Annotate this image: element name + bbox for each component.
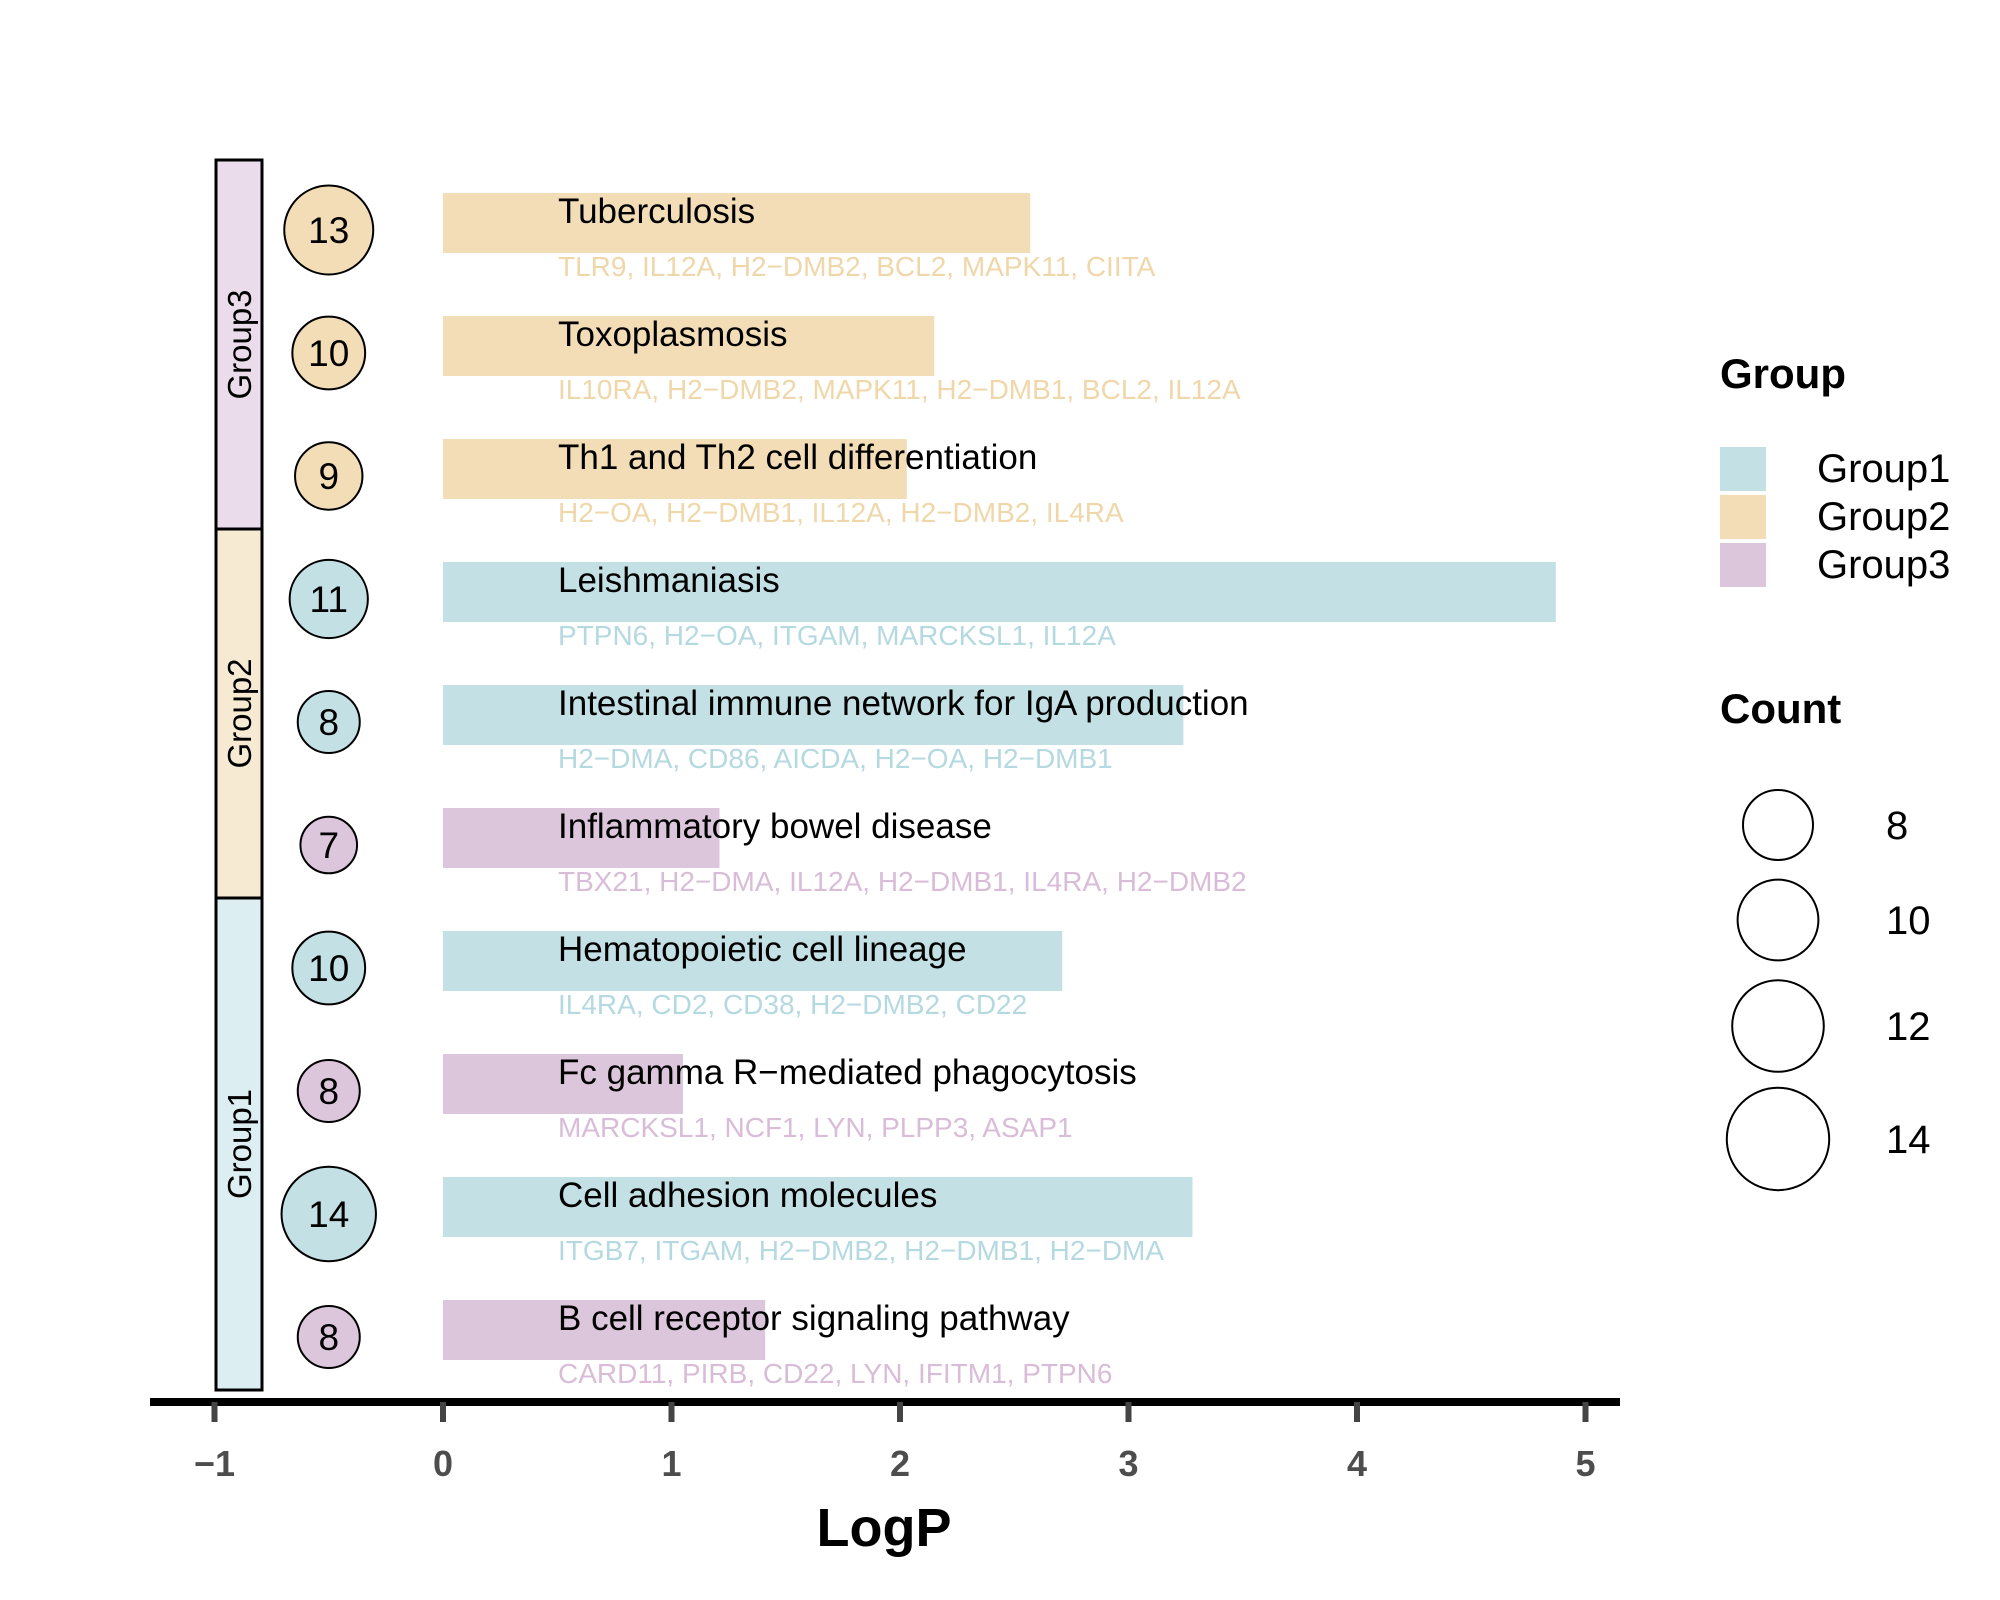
group-strip — [214, 158, 264, 531]
legend-group-label: Group2 — [1817, 495, 1950, 539]
count-bubble — [299, 815, 359, 875]
x-axis: −1 0 1 2 3 4 5 — [150, 1398, 1620, 1484]
count-bubble — [296, 1305, 361, 1369]
term-label: B cell receptor signaling pathway — [558, 1299, 1070, 1338]
gene-list: IL10RA, H2−DMB2, MAPK11, H2−DMB1, BCL2, … — [558, 374, 1241, 405]
count-bubble — [288, 558, 369, 640]
x-tick-label: 3 — [1118, 1443, 1138, 1484]
bar — [443, 439, 907, 499]
bar — [443, 1177, 1193, 1237]
gene-list: PTPN6, H2−OA, ITGAM, MARCKSL1, IL12A — [558, 620, 1116, 651]
bar — [443, 1300, 766, 1360]
legend-group-label: Group1 — [1817, 447, 1950, 491]
bars — [443, 193, 1556, 1360]
bar — [443, 193, 1031, 253]
count-bubble-label: 11 — [310, 579, 348, 620]
count-bubbles: 13 10 9 11 8 7 10 8 14 8 — [280, 184, 377, 1369]
x-tick-label: 2 — [890, 1443, 910, 1484]
group-strip — [214, 527, 264, 900]
group-strip-label: Group2 — [221, 658, 258, 768]
x-tick-label: −1 — [194, 1443, 235, 1484]
legend-group-label: Group3 — [1817, 543, 1950, 587]
count-bubble-label: 8 — [318, 1317, 339, 1358]
gene-list: ITGB7, ITGAM, H2−DMB2, H2−DMB1, H2−DMA — [558, 1235, 1164, 1266]
bar — [443, 1054, 683, 1114]
bar — [443, 931, 1063, 991]
count-bubble-label: 7 — [318, 825, 339, 866]
term-label: Tuberculosis — [558, 192, 755, 231]
term-label: Fc gamma R−mediated phagocytosis — [558, 1053, 1137, 1092]
term-label: Toxoplasmosis — [558, 315, 788, 354]
x-axis-title: LogP — [817, 1498, 952, 1558]
term-label: Intestinal immune network for IgA produc… — [558, 684, 1249, 723]
legend-count-label: 14 — [1886, 1118, 1931, 1162]
legend-count-label: 10 — [1886, 899, 1931, 943]
group-strip-label: Group3 — [221, 289, 258, 399]
legend-count-circle — [1742, 789, 1814, 861]
count-bubble — [291, 315, 367, 391]
term-labels: Tuberculosis TLR9, IL12A, H2−DMB2, BCL2, … — [558, 192, 1249, 1389]
count-bubble-label: 10 — [308, 948, 349, 989]
legend-count-title: Count — [1720, 685, 1841, 732]
legend-count-circle — [1736, 878, 1820, 962]
x-tick-label: 1 — [661, 1443, 681, 1484]
legend-group-swatch — [1720, 447, 1766, 491]
term-label: Leishmaniasis — [558, 561, 780, 600]
legend-count: Count 8 10 12 14 — [1720, 685, 1931, 1192]
gene-list: TLR9, IL12A, H2−DMB2, BCL2, MAPK11, CIIT… — [558, 251, 1156, 282]
x-tick-label: 4 — [1347, 1443, 1367, 1484]
term-label: Th1 and Th2 cell differentiation — [558, 438, 1037, 477]
count-bubble-label: 8 — [318, 1071, 339, 1112]
bar — [443, 562, 1556, 622]
gene-list: MARCKSL1, NCF1, LYN, PLPP3, ASAP1 — [558, 1112, 1073, 1143]
group-strips: Group1 Group2 Group3 — [214, 158, 264, 1392]
count-bubble — [283, 184, 375, 276]
term-label: Inflammatory bowel disease — [558, 807, 992, 846]
count-bubble — [296, 1059, 361, 1123]
bar — [443, 316, 935, 376]
gene-list: TBX21, H2−DMA, IL12A, H2−DMB1, IL4RA, H2… — [558, 866, 1247, 897]
count-bubble-label: 14 — [308, 1194, 349, 1235]
gene-list: IL4RA, CD2, CD38, H2−DMB2, CD22 — [558, 989, 1027, 1020]
count-bubble — [294, 441, 364, 511]
term-label: Hematopoietic cell lineage — [558, 930, 967, 969]
legend-group-swatch — [1720, 495, 1766, 539]
count-bubble — [280, 1165, 377, 1263]
gene-list: H2−OA, H2−DMB1, IL12A, H2−DMB2, IL4RA — [558, 497, 1124, 528]
gene-list: H2−DMA, CD86, AICDA, H2−OA, H2−DMB1 — [558, 743, 1113, 774]
gene-list: CARD11, PIRB, CD22, LYN, IFITM1, PTPN6 — [558, 1358, 1112, 1389]
legend-count-label: 8 — [1886, 804, 1908, 848]
legend-group-title: Group — [1720, 350, 1846, 397]
bar — [443, 685, 1184, 745]
count-bubble-label: 10 — [308, 333, 349, 374]
x-tick-label: 0 — [433, 1443, 453, 1484]
count-bubble-label: 8 — [318, 702, 339, 743]
bar — [443, 808, 720, 868]
legend-count-circle — [1731, 979, 1825, 1073]
legend-count-label: 12 — [1886, 1005, 1931, 1049]
count-bubble-label: 9 — [318, 456, 339, 497]
group-strip — [214, 896, 264, 1392]
count-bubble-label: 13 — [308, 210, 349, 251]
term-label: Cell adhesion molecules — [558, 1176, 937, 1215]
group-strip-label: Group1 — [221, 1089, 258, 1199]
x-tick-label: 5 — [1575, 1443, 1595, 1484]
legend-group-swatch — [1720, 543, 1766, 587]
count-bubble — [291, 930, 367, 1006]
count-bubble — [296, 690, 361, 754]
legend-count-circle — [1725, 1086, 1831, 1192]
